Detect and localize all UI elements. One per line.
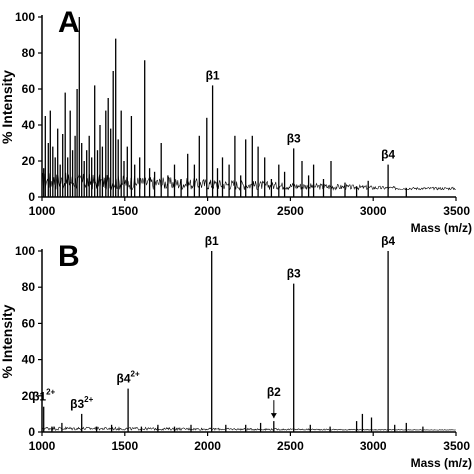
y-tick-label: 60 [22,82,36,96]
peak-annotation: β12+ [32,388,55,404]
x-tick-label: 2000 [194,204,221,218]
peak-annotation: β1 [205,234,219,248]
y-tick-label: 60 [22,316,36,330]
peak-annotation-text: β4 [381,148,395,162]
y-tick-label: 20 [22,389,36,403]
spectrum-baseline-trace [41,172,456,191]
panel-a: 0 20 40 60 80 100 1000 1500 2000 2500 3000 3500 Mass… [0,6,472,235]
y-tick-label: 80 [22,280,36,294]
peak-annotation-charge: 2+ [46,388,55,397]
y-tick-label: 0 [28,190,35,204]
x-tick-label: 3000 [360,439,387,453]
x-tick-label: 1500 [111,439,138,453]
x-tick-label: 2000 [194,439,221,453]
y-tick-label: 40 [22,353,36,367]
peak-annotation: β2 [267,385,281,399]
y-axis-label: % Intensity [0,70,15,144]
x-tick-label: 1000 [29,204,56,218]
panel-letter: A [58,6,80,39]
x-tick-label: 1000 [29,439,56,453]
peak-annotation-text: β3 [287,131,301,145]
x-tick-label: 3500 [443,204,470,218]
panel-b: 0 20 40 60 80 100 1000 1500 2000 2500 3000 3500 Mass… [0,234,472,470]
peak-annotation-text: β3 [70,397,84,411]
x-axis-label: Mass (m/z) [411,221,472,235]
panel-letter: B [58,240,80,273]
x-tick-label: 3500 [443,439,470,453]
peak-annotation: β3 [287,131,301,145]
peak-annotation: β1 [206,68,220,82]
peak-annotation: β32+ [70,395,93,411]
y-tick-label: 40 [22,118,36,132]
peak-arrow-head [270,413,277,419]
peak-annotation: β4 [381,148,395,162]
y-tick-label: 100 [15,10,35,24]
y-tick-label: 20 [22,154,36,168]
peak-annotation-text: β4 [117,372,131,386]
x-tick-label: 3000 [360,204,387,218]
y-tick-label: 80 [22,46,36,60]
y-axis-label: % Intensity [0,304,15,378]
x-tick-label: 1500 [111,204,138,218]
peak-annotation-text: β4 [381,234,395,248]
peak-annotation: β4 [381,234,395,248]
y-tick-label: 100 [15,244,35,258]
x-tick-label: 2500 [277,204,304,218]
peak-annotation: β3 [287,267,301,281]
peak-annotation-text: β1 [205,234,219,248]
spectrum-baseline-trace [41,425,456,432]
peak-annotation-text: β3 [287,267,301,281]
peak-annotation-text: β1 [32,390,46,404]
peak-annotation: β42+ [117,370,140,386]
peak-annotation-text: β1 [206,68,220,82]
peak-annotation-charge: 2+ [131,370,140,379]
y-tick-label: 0 [28,425,35,439]
peak-annotation-charge: 2+ [84,395,93,404]
peak-annotation-text: β2 [267,385,281,399]
x-tick-label: 2500 [277,439,304,453]
x-axis-label: Mass (m/z) [411,456,472,470]
